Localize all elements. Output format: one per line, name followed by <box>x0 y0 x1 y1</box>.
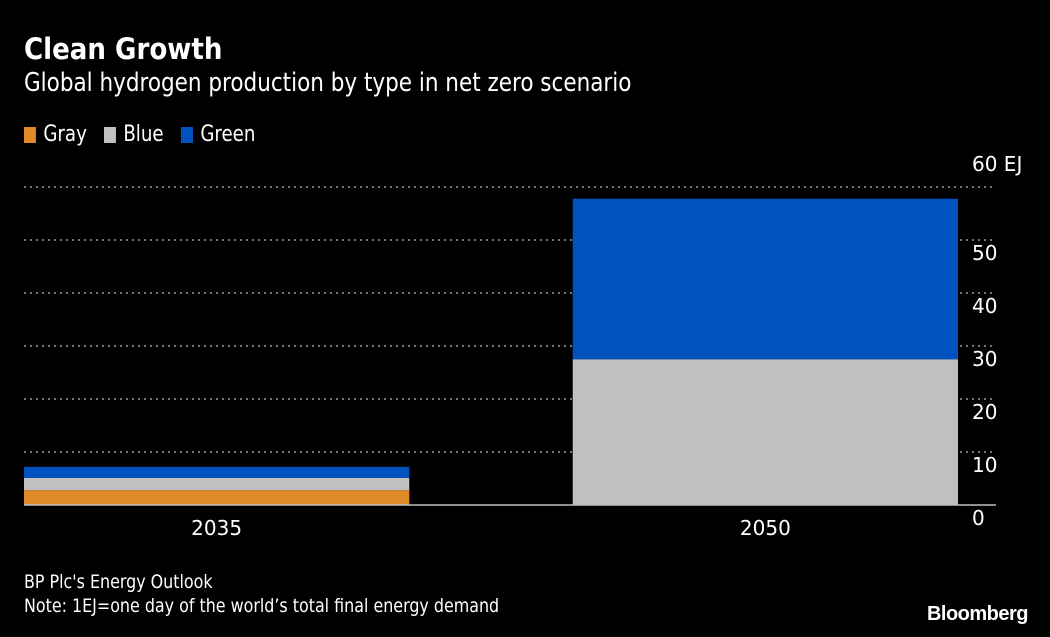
source-text: BP Plc's Energy Outlook <box>24 571 213 593</box>
bar-segment-blue <box>24 477 410 491</box>
bar-segment-gray <box>24 490 410 505</box>
y-tick-label: 0 <box>972 506 985 530</box>
legend-label-gray: Gray <box>43 122 87 147</box>
legend-item-blue: Blue <box>104 122 164 147</box>
note-text: Note: 1EJ=one day of the world’s total f… <box>24 595 500 617</box>
bloomberg-logo: Bloomberg <box>926 603 1029 625</box>
chart-title: Clean Growth <box>24 32 223 66</box>
y-tick-label: 10 <box>972 453 997 477</box>
y-tick-label: 60 EJ <box>972 152 1022 176</box>
bar-segment-green <box>24 466 410 478</box>
bar-segment-blue <box>572 359 958 505</box>
y-tick-label: 40 <box>972 294 997 318</box>
chart-subtitle: Global hydrogen production by type in ne… <box>24 68 632 98</box>
legend-label-blue: Blue <box>123 122 164 147</box>
legend-swatch-blue <box>104 126 117 143</box>
y-tick-label: 30 <box>972 347 997 371</box>
legend: Gray Blue Green <box>24 122 274 147</box>
bar-segment-green <box>572 198 958 360</box>
legend-swatch-green <box>181 126 194 143</box>
source-block: BP Plc's Energy Outlook Note: 1EJ=one da… <box>24 570 499 618</box>
y-tick-label: 50 <box>972 241 997 265</box>
legend-item-gray: Gray <box>24 122 87 147</box>
y-tick-label: 20 <box>972 400 997 424</box>
legend-label-green: Green <box>200 122 256 147</box>
legend-item-green: Green <box>181 122 256 147</box>
legend-swatch-gray <box>24 126 36 143</box>
x-tick-label: 2050 <box>740 516 791 540</box>
x-tick-label: 2035 <box>191 516 242 540</box>
